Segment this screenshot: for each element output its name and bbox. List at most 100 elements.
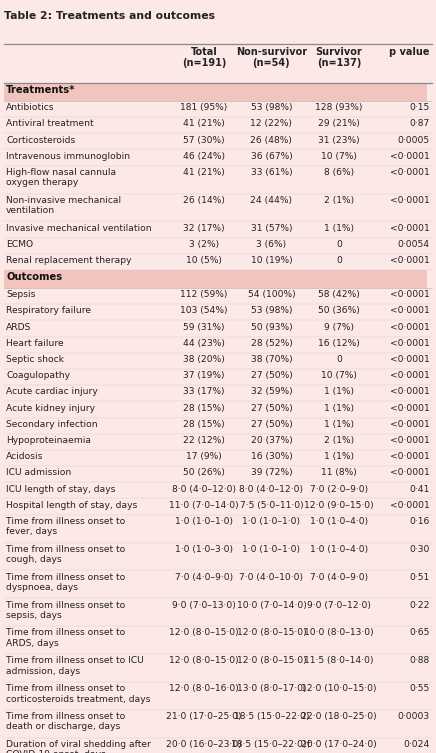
Text: 58 (42%): 58 (42%) xyxy=(318,290,360,299)
Text: 10·0 (7·0–14·0): 10·0 (7·0–14·0) xyxy=(237,601,306,609)
Text: 10·0 (8·0–13·0): 10·0 (8·0–13·0) xyxy=(304,628,374,637)
Text: ARDS: ARDS xyxy=(6,322,31,331)
Text: <0·0001: <0·0001 xyxy=(390,256,430,265)
Text: 1 (1%): 1 (1%) xyxy=(324,452,354,461)
Text: 50 (93%): 50 (93%) xyxy=(251,322,292,331)
Text: 18·5 (15·0–22·0): 18·5 (15·0–22·0) xyxy=(234,712,309,721)
Text: <0·0001: <0·0001 xyxy=(390,452,430,461)
Text: 37 (19%): 37 (19%) xyxy=(183,371,225,380)
Text: <0·0001: <0·0001 xyxy=(390,501,430,510)
Text: 13·0 (8·0–17·0): 13·0 (8·0–17·0) xyxy=(237,684,306,693)
Text: Antibiotics: Antibiotics xyxy=(6,103,54,112)
Text: 53 (98%): 53 (98%) xyxy=(251,306,292,316)
Text: 12·0 (9·0–15·0): 12·0 (9·0–15·0) xyxy=(304,501,374,510)
Text: Time from illness onset to
death or discharge, days: Time from illness onset to death or disc… xyxy=(6,712,126,731)
Text: 0·024: 0·024 xyxy=(404,739,430,748)
Text: Respiratory failure: Respiratory failure xyxy=(6,306,91,316)
Text: 16 (12%): 16 (12%) xyxy=(318,339,360,348)
Text: 10 (7%): 10 (7%) xyxy=(321,371,357,380)
Text: 31 (57%): 31 (57%) xyxy=(251,224,292,233)
Text: 181 (95%): 181 (95%) xyxy=(180,103,228,112)
Text: Treatments*: Treatments* xyxy=(6,85,75,95)
Text: Septic shock: Septic shock xyxy=(6,355,64,364)
Text: 50 (36%): 50 (36%) xyxy=(318,306,360,316)
Text: 0·30: 0·30 xyxy=(409,545,430,553)
Text: 46 (24%): 46 (24%) xyxy=(183,152,225,160)
Text: 0·65: 0·65 xyxy=(409,628,430,637)
Text: 12 (22%): 12 (22%) xyxy=(250,120,293,128)
Text: 1 (1%): 1 (1%) xyxy=(324,404,354,413)
Text: 1·0 (1·0–4·0): 1·0 (1·0–4·0) xyxy=(310,517,368,526)
Text: 38 (20%): 38 (20%) xyxy=(183,355,225,364)
Text: 20·0 (17·0–24·0): 20·0 (17·0–24·0) xyxy=(301,739,377,748)
Text: 10 (5%): 10 (5%) xyxy=(186,256,222,265)
Text: 1 (1%): 1 (1%) xyxy=(324,387,354,396)
Text: 3 (2%): 3 (2%) xyxy=(189,240,219,248)
Text: <0·0001: <0·0001 xyxy=(390,404,430,413)
Text: 7·0 (4·0–9·0): 7·0 (4·0–9·0) xyxy=(310,572,368,581)
Text: 29 (21%): 29 (21%) xyxy=(318,120,360,128)
Text: 7·0 (2·0–9·0): 7·0 (2·0–9·0) xyxy=(310,485,368,493)
Text: Coagulopathy: Coagulopathy xyxy=(6,371,70,380)
Text: <0·0001: <0·0001 xyxy=(390,355,430,364)
Text: 27 (50%): 27 (50%) xyxy=(251,404,292,413)
Text: 12·0 (8·0–15·0): 12·0 (8·0–15·0) xyxy=(169,656,238,665)
Text: 22·0 (18·0–25·0): 22·0 (18·0–25·0) xyxy=(301,712,377,721)
Text: 33 (61%): 33 (61%) xyxy=(251,168,292,177)
Text: <0·0001: <0·0001 xyxy=(390,339,430,348)
Text: ICU admission: ICU admission xyxy=(6,468,72,477)
Text: <0·0001: <0·0001 xyxy=(390,306,430,316)
Text: 26 (14%): 26 (14%) xyxy=(183,196,225,205)
Text: 7·5 (5·0–11·0): 7·5 (5·0–11·0) xyxy=(240,501,303,510)
Text: <0·0001: <0·0001 xyxy=(390,436,430,445)
Text: 11·5 (8·0–14·0): 11·5 (8·0–14·0) xyxy=(304,656,374,665)
Text: Sepsis: Sepsis xyxy=(6,290,35,299)
Text: Heart failure: Heart failure xyxy=(6,339,64,348)
FancyBboxPatch shape xyxy=(4,83,427,101)
Text: Acidosis: Acidosis xyxy=(6,452,44,461)
Text: 59 (31%): 59 (31%) xyxy=(183,322,225,331)
Text: Acute kidney injury: Acute kidney injury xyxy=(6,404,95,413)
Text: Survivor
(n=137): Survivor (n=137) xyxy=(316,47,362,69)
Text: 38 (70%): 38 (70%) xyxy=(251,355,292,364)
Text: <0·0001: <0·0001 xyxy=(390,290,430,299)
Text: 26 (48%): 26 (48%) xyxy=(250,136,293,145)
Text: 39 (72%): 39 (72%) xyxy=(251,468,292,477)
Text: <0·0001: <0·0001 xyxy=(390,322,430,331)
Text: 2 (1%): 2 (1%) xyxy=(324,196,354,205)
Text: 0·22: 0·22 xyxy=(409,601,430,609)
Text: 44 (23%): 44 (23%) xyxy=(183,339,225,348)
Text: 41 (21%): 41 (21%) xyxy=(183,120,225,128)
Text: <0·0001: <0·0001 xyxy=(390,371,430,380)
Text: 12·0 (8·0–15·0): 12·0 (8·0–15·0) xyxy=(237,656,306,665)
Text: <0·0001: <0·0001 xyxy=(390,419,430,428)
Text: ICU length of stay, days: ICU length of stay, days xyxy=(6,485,116,493)
Text: 0·0005: 0·0005 xyxy=(398,136,430,145)
Text: Time from illness onset to
sepsis, days: Time from illness onset to sepsis, days xyxy=(6,601,126,620)
Text: Hypoproteinaemia: Hypoproteinaemia xyxy=(6,436,91,445)
Text: 1·0 (1·0–1·0): 1·0 (1·0–1·0) xyxy=(175,517,233,526)
Text: 24 (44%): 24 (44%) xyxy=(250,196,293,205)
Text: 31 (23%): 31 (23%) xyxy=(318,136,360,145)
Text: High-flow nasal cannula
oxygen therapy: High-flow nasal cannula oxygen therapy xyxy=(6,168,116,187)
Text: Time from illness onset to
cough, days: Time from illness onset to cough, days xyxy=(6,545,126,564)
Text: 32 (17%): 32 (17%) xyxy=(183,224,225,233)
Text: 54 (100%): 54 (100%) xyxy=(248,290,295,299)
Text: 28 (15%): 28 (15%) xyxy=(183,419,225,428)
Text: Time from illness onset to
ARDS, days: Time from illness onset to ARDS, days xyxy=(6,628,126,648)
Text: 10 (7%): 10 (7%) xyxy=(321,152,357,160)
Text: ECMO: ECMO xyxy=(6,240,33,248)
Text: 28 (15%): 28 (15%) xyxy=(183,404,225,413)
Text: Non-survivor
(n=54): Non-survivor (n=54) xyxy=(236,47,307,69)
Text: <0·0001: <0·0001 xyxy=(390,224,430,233)
Text: 0·0003: 0·0003 xyxy=(398,712,430,721)
Text: 18·5 (15·0–22·0)†: 18·5 (15·0–22·0)† xyxy=(232,739,311,748)
Text: Time from illness onset to
dyspnoea, days: Time from illness onset to dyspnoea, day… xyxy=(6,572,126,592)
Text: Renal replacement therapy: Renal replacement therapy xyxy=(6,256,132,265)
Text: 0: 0 xyxy=(336,256,342,265)
Text: Time from illness onset to ICU
admission, days: Time from illness onset to ICU admission… xyxy=(6,656,144,675)
Text: 12·0 (8·0–15·0): 12·0 (8·0–15·0) xyxy=(169,628,238,637)
Text: 8·0 (4·0–12·0): 8·0 (4·0–12·0) xyxy=(239,485,303,493)
Text: 17 (9%): 17 (9%) xyxy=(186,452,221,461)
Text: 8 (6%): 8 (6%) xyxy=(324,168,354,177)
